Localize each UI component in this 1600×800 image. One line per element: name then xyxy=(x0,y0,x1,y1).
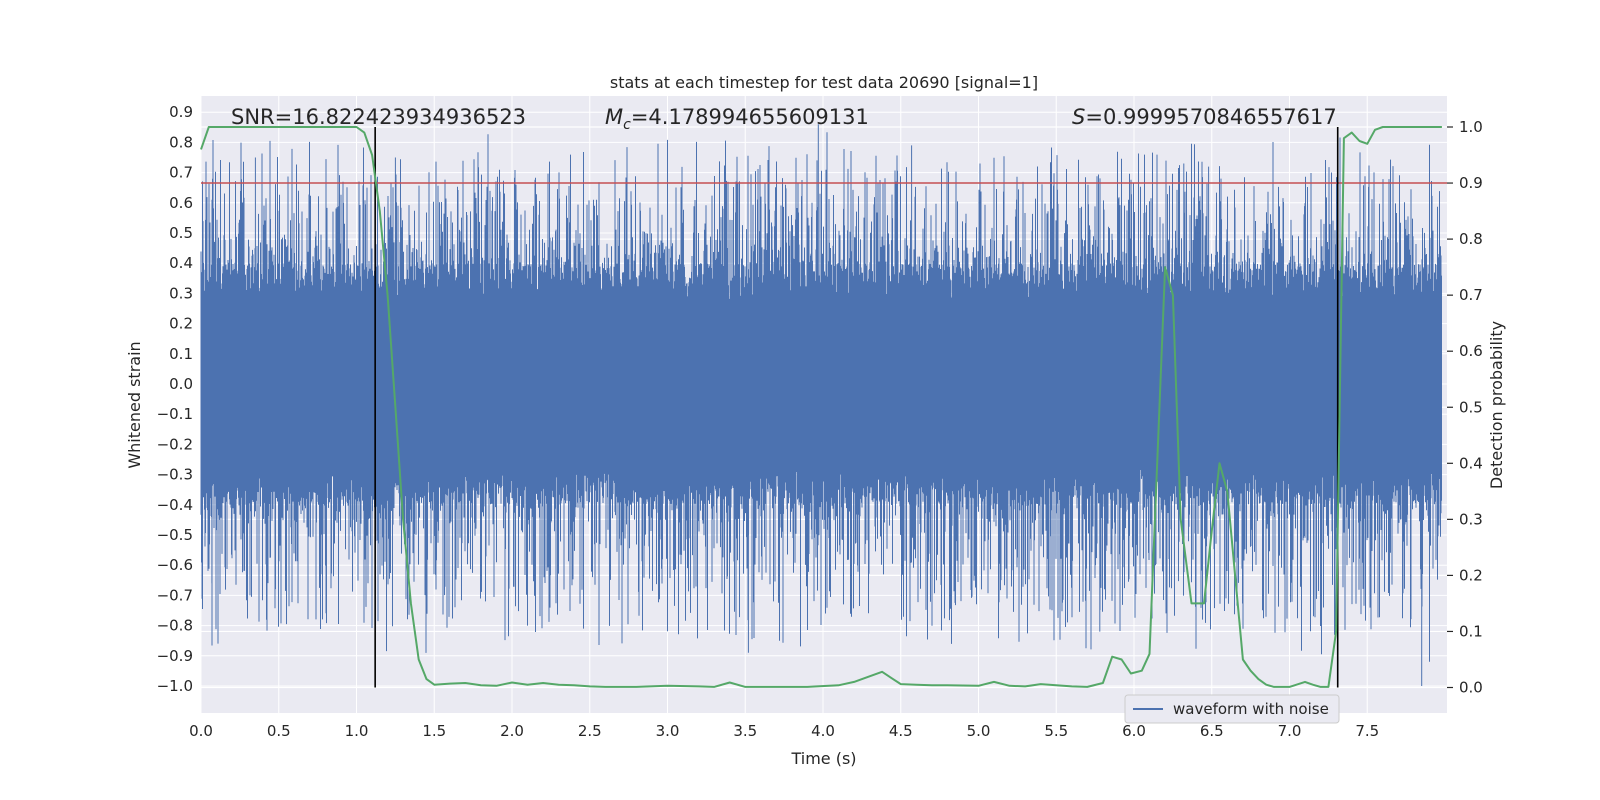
y2-tick-label: 0.4 xyxy=(1459,454,1483,472)
y-tick-label: −0.6 xyxy=(157,556,193,574)
y2-tick-label: 0.1 xyxy=(1459,622,1483,640)
x-tick-label: 0.5 xyxy=(267,722,291,740)
y-tick-label: 0.7 xyxy=(169,164,193,182)
x-tick-label: 6.5 xyxy=(1200,722,1224,740)
y2-tick-label: 1.0 xyxy=(1459,118,1483,136)
y2-tick-label: 0.9 xyxy=(1459,174,1483,192)
x-tick-label: 4.5 xyxy=(889,722,913,740)
detection-probability-line xyxy=(200,126,1442,688)
y-tick-label: −0.2 xyxy=(157,435,193,453)
y-axis-ticks: 0.9 0.8 0.7 0.6 0.5 0.4 0.3 0.2 0.1 0.0 −0.1 −0.2 −0… xyxy=(157,103,193,695)
waveform-series xyxy=(200,124,1442,686)
y-tick-label: −0.1 xyxy=(157,405,193,423)
y-tick-label: −0.4 xyxy=(157,496,193,514)
y-tick-label: −0.7 xyxy=(157,586,193,604)
y-tick-label: 0.1 xyxy=(169,345,193,363)
y-axis-label: Whitened strain xyxy=(125,341,144,468)
y-tick-label: 0.2 xyxy=(169,315,193,333)
x-tick-label: 5.5 xyxy=(1044,722,1068,740)
y-tick-label: −0.5 xyxy=(157,526,193,544)
y2-tick-label: 0.2 xyxy=(1459,566,1483,584)
y-tick-label: −0.9 xyxy=(157,647,193,665)
y-tick-label: 0.3 xyxy=(169,284,193,302)
chart-title: stats at each timestep for test data 206… xyxy=(610,73,1038,92)
y2-tick-label: 0.3 xyxy=(1459,510,1483,528)
x-tick-label: 4.0 xyxy=(811,722,835,740)
x-axis-ticks: 0.0 0.5 1.0 1.5 2.0 2.5 3.0 3.5 4.0 4.5 5.0 5.5 6.0 6… xyxy=(189,722,1379,740)
x-tick-label: 1.0 xyxy=(345,722,369,740)
x-tick-label: 7.0 xyxy=(1278,722,1302,740)
y-tick-label: 0.4 xyxy=(169,254,193,272)
x-axis-label: Time (s) xyxy=(790,749,856,768)
y2-tick-label: 0.6 xyxy=(1459,342,1483,360)
x-tick-label: 3.0 xyxy=(656,722,680,740)
x-tick-label: 2.0 xyxy=(500,722,524,740)
y2-axis-label: Detection probability xyxy=(1487,321,1506,489)
score-symbol: S xyxy=(1072,105,1085,129)
y-tick-label: −1.0 xyxy=(157,677,193,695)
score-annotation: S=0.9999570846557617 xyxy=(1072,105,1337,129)
x-tick-label: 7.5 xyxy=(1355,722,1379,740)
marker-lines xyxy=(374,127,1339,688)
chirp-mass-subscript: c xyxy=(623,117,631,133)
x-tick-label: 3.5 xyxy=(733,722,757,740)
waveform-path xyxy=(200,124,1442,686)
x-tick-label: 0.0 xyxy=(189,722,213,740)
y-tick-label: −0.8 xyxy=(157,617,193,635)
snr-annotation: SNR=16.822423934936523 xyxy=(231,105,526,129)
y2-axis-ticks: 1.0 0.9 0.8 0.7 0.6 0.5 0.4 0.3 0.2 0.1 0.0 xyxy=(1447,118,1483,697)
legend: waveform with noise xyxy=(1124,694,1340,724)
chirp-mass-value: =4.178994655609131 xyxy=(631,105,869,129)
y-tick-label: −0.3 xyxy=(157,466,193,484)
y2-tick-label: 0.5 xyxy=(1459,398,1483,416)
y-tick-label: 0.6 xyxy=(169,194,193,212)
y-tick-label: 0.9 xyxy=(169,103,193,121)
y2-tick-label: 0.8 xyxy=(1459,230,1483,248)
y-tick-label: 0.8 xyxy=(169,133,193,151)
x-tick-label: 1.5 xyxy=(422,722,446,740)
score-value: =0.9999570846557617 xyxy=(1085,105,1336,129)
legend-box xyxy=(1124,694,1340,724)
y2-tick-label: 0.0 xyxy=(1459,679,1483,697)
x-tick-label: 5.0 xyxy=(967,722,991,740)
y-tick-label: 0.0 xyxy=(169,375,193,393)
chirp-mass-symbol: M xyxy=(605,105,623,129)
x-tick-label: 6.0 xyxy=(1122,722,1146,740)
y-tick-label: 0.5 xyxy=(169,224,193,242)
chirp-mass-annotation: Mc=4.178994655609131 xyxy=(605,105,869,133)
x-tick-label: 2.5 xyxy=(578,722,602,740)
y2-tick-label: 0.7 xyxy=(1459,286,1483,304)
legend-label-waveform: waveform with noise xyxy=(1173,700,1329,718)
